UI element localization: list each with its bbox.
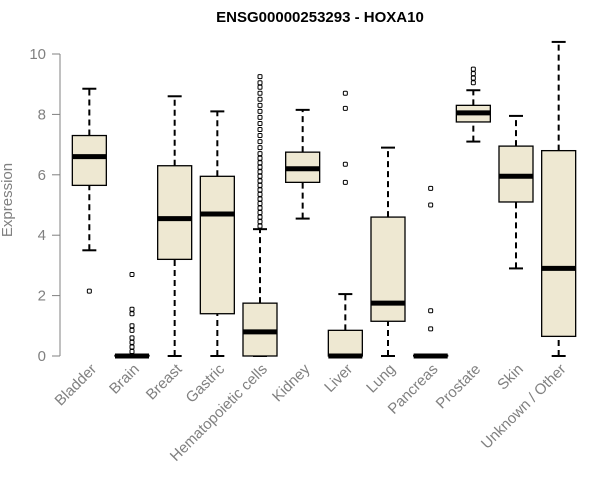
outlier-point (129, 327, 135, 333)
outlier-point (257, 160, 263, 166)
outlier-point (470, 75, 476, 81)
y-tick-label: 6 (38, 167, 46, 184)
y-tick-label: 4 (38, 227, 46, 244)
outlier-point (257, 178, 263, 184)
outlier-point (428, 185, 434, 191)
outlier-point (129, 348, 135, 354)
iqr-box (199, 175, 235, 315)
outlier-point (257, 145, 263, 151)
outlier-point (129, 335, 135, 341)
iqr-box (541, 149, 577, 338)
outlier-point (342, 105, 348, 111)
box-breast (157, 95, 193, 357)
outlier-point (257, 210, 263, 216)
outlier-point (257, 223, 263, 229)
outlier-point (428, 308, 434, 314)
x-tick-label: Brain (106, 361, 143, 398)
outlier-point (257, 155, 263, 161)
x-tick-label: Kidney (269, 360, 314, 405)
y-axis-label: Expression (0, 163, 16, 237)
x-tick-label: Skin (494, 361, 527, 394)
outlier-point (257, 102, 263, 108)
chart-title: ENSG00000253293 - HOXA10 (216, 9, 424, 26)
box-skin (498, 114, 534, 270)
x-tick-label: Liver (321, 361, 356, 396)
box-bladder (71, 87, 107, 294)
outlier-point (257, 108, 263, 114)
outlier-point (257, 196, 263, 202)
iqr-box (71, 134, 107, 187)
y-tick-label: 0 (38, 348, 46, 365)
outlier-point (257, 173, 263, 179)
outlier-point (257, 164, 263, 170)
outlier-point (257, 219, 263, 225)
outlier-point (257, 114, 263, 120)
outlier-point (342, 179, 348, 185)
x-tick-label: Bladder (52, 361, 101, 410)
outlier-point (257, 205, 263, 211)
outlier-point (129, 339, 135, 345)
outlier-point (257, 120, 263, 126)
box-prostate (455, 66, 491, 143)
x-tick-label: Breast (143, 360, 186, 403)
x-tick-label: Prostate (433, 361, 485, 413)
outlier-point (257, 182, 263, 188)
outlier-point (470, 66, 476, 72)
outlier-point (257, 84, 263, 90)
box-kidney (285, 108, 321, 220)
x-tick-label: Lung (363, 361, 399, 397)
outlier-point (257, 74, 263, 80)
outlier-point (129, 344, 135, 350)
outlier-point (257, 90, 263, 96)
y-tick-label: 8 (38, 106, 46, 123)
outlier-point (257, 214, 263, 220)
outlier-point (428, 202, 434, 208)
outlier-point (86, 288, 92, 294)
outlier-point (470, 80, 476, 86)
iqr-box (157, 165, 193, 261)
box-brain (114, 271, 150, 359)
outlier-point (257, 133, 263, 139)
outlier-point (257, 80, 263, 86)
y-tick-label: 2 (38, 288, 46, 305)
outlier-point (342, 90, 348, 96)
outlier-point (257, 187, 263, 193)
outlier-point (257, 127, 263, 132)
iqr-box (327, 329, 363, 357)
outlier-point (129, 271, 135, 277)
box-liver (327, 90, 363, 359)
box-unknown-other (541, 40, 577, 357)
outlier-point (342, 161, 348, 167)
y-tick-label: 10 (29, 46, 46, 63)
outlier-point (257, 191, 263, 197)
outlier-point (129, 306, 135, 312)
outlier-point (428, 326, 434, 332)
box-lung (370, 146, 406, 357)
outlier-point (129, 311, 135, 317)
outlier-point (470, 71, 476, 77)
outlier-point (257, 200, 263, 206)
box-hematopoietic-cells (242, 74, 278, 357)
box-pancreas (413, 185, 449, 359)
outlier-point (257, 169, 263, 175)
outlier-point (257, 96, 263, 102)
outlier-point (129, 323, 135, 329)
outlier-point (257, 151, 263, 157)
boxes-group (71, 40, 577, 359)
y-axis: 0 2 4 6 8 10 (29, 46, 61, 365)
box-gastric (199, 110, 235, 357)
outlier-point (257, 139, 263, 145)
